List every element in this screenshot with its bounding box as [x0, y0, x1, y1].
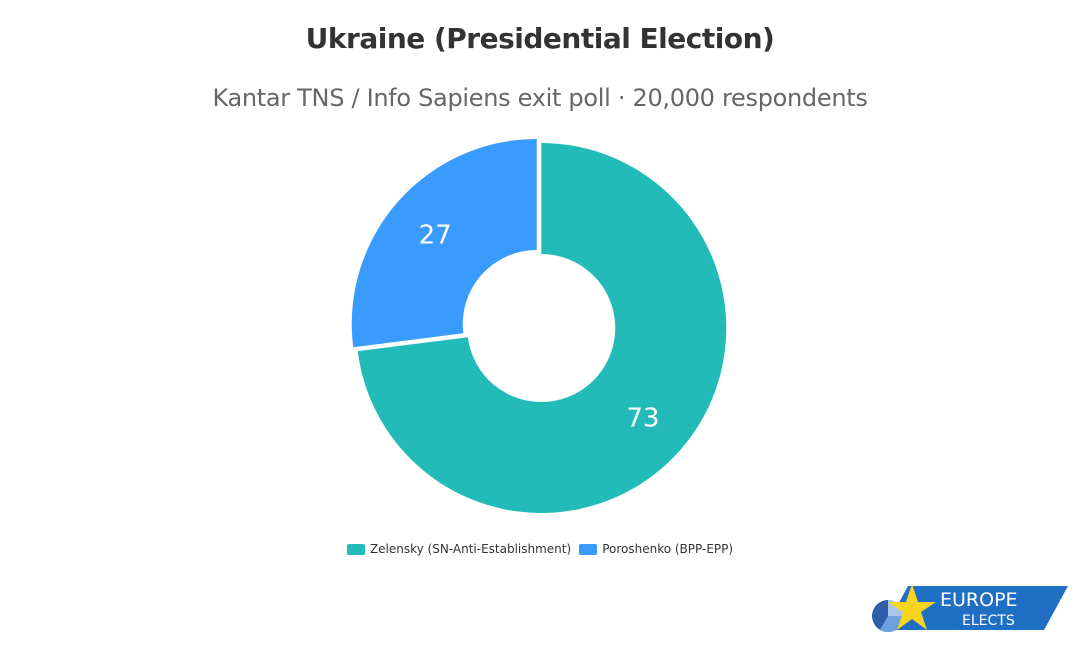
chart-subtitle: Kantar TNS / Info Sapiens exit poll · 20… — [212, 84, 868, 112]
donut-slice-1[interactable] — [351, 139, 537, 348]
legend-swatch-poroshenko — [579, 543, 598, 555]
logo-text-elects: ELECTS — [962, 613, 1015, 629]
chart-legend: Zelensky (SN-Anti-Establishment) Poroshe… — [0, 542, 1080, 556]
europe-elects-logo: EUROPE ELECTS — [872, 584, 1068, 633]
legend-item-poroshenko[interactable]: Poroshenko (BPP-EPP) — [579, 542, 733, 556]
legend-label-poroshenko: Poroshenko (BPP-EPP) — [602, 542, 734, 556]
logo-text-europe: EUROPE — [940, 589, 1018, 611]
logo-band — [884, 586, 1068, 630]
chart-title: Ukraine (Presidential Election) — [305, 22, 775, 55]
legend-swatch-zelensky — [346, 543, 365, 555]
donut-labels: 73 27 — [419, 220, 660, 433]
legend-item-zelensky[interactable]: Zelensky (SN-Anti-Establishment) — [346, 542, 572, 556]
donut-slices — [351, 139, 727, 513]
star-icon — [888, 584, 936, 630]
legend-label-zelensky: Zelensky (SN-Anti-Establishment) — [369, 542, 572, 556]
donut-label-1: 27 — [419, 220, 452, 250]
donut-label-0: 73 — [626, 404, 659, 434]
donut-slice-0[interactable] — [357, 142, 727, 513]
